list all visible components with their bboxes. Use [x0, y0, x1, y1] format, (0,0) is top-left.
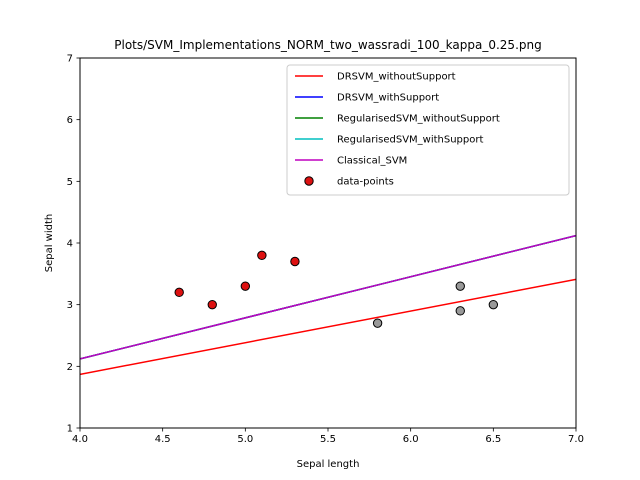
- y-tick-label-3: 4: [67, 239, 73, 250]
- legend: DRSVM_withoutSupport DRSVM_withSupport Reg…: [286, 64, 570, 196]
- axis-ticks: 4.0 4.5 5.0 5.5 6.0 6.5 7.0 1 2 3 4 5 6 7: [67, 54, 584, 446]
- data-point-1-0: [372, 318, 383, 328]
- x-axis-label: Sepal length: [297, 459, 360, 470]
- data-point-0-1: [207, 299, 217, 310]
- legend-label-4: Classical_SVM: [337, 156, 407, 167]
- y-tick-label-6: 7: [67, 54, 73, 65]
- series-line-0: [80, 278, 576, 376]
- y-tick-label-1: 2: [67, 362, 73, 373]
- x-tick-label-0: 4.0: [72, 434, 88, 445]
- legend-label-3: RegularisedSVM_withSupport: [337, 135, 483, 146]
- legend-label-1: DRSVM_withSupport: [337, 93, 439, 104]
- legend-swatch-points: [304, 176, 314, 186]
- y-tick-label-4: 5: [67, 177, 73, 188]
- plot-marks: [80, 234, 576, 376]
- x-tick-label-4: 6.0: [403, 434, 419, 445]
- legend-frame: [286, 64, 570, 196]
- y-tick-label-0: 1: [67, 424, 73, 435]
- y-axis-label: Sepal width: [44, 214, 55, 273]
- legend-label-2: RegularisedSVM_withoutSupport: [337, 114, 500, 125]
- series-line-4: [80, 234, 576, 360]
- data-point-1-2: [455, 306, 465, 316]
- y-tick-label-5: 6: [67, 115, 73, 126]
- data-point-1-3: [488, 299, 499, 310]
- x-tick-label-3: 5.5: [320, 434, 336, 445]
- y-tick-label-2: 3: [67, 300, 73, 311]
- data-point-0-3: [257, 250, 267, 261]
- data-point-0-4: [290, 256, 300, 267]
- x-tick-label-5: 6.5: [485, 434, 501, 445]
- data-point-1-1: [455, 281, 465, 291]
- x-tick-label-6: 7.0: [568, 434, 584, 445]
- data-point-0-0: [174, 287, 184, 298]
- data-point-0-2: [240, 281, 251, 291]
- x-tick-label-2: 5.0: [237, 434, 253, 445]
- x-tick-label-1: 4.5: [155, 434, 171, 445]
- legend-label-0: DRSVM_withoutSupport: [337, 72, 456, 83]
- legend-label-points: data-points: [337, 177, 394, 188]
- chart-title: Plots/SVM_Implementations_NORM_two_wassr…: [114, 38, 541, 52]
